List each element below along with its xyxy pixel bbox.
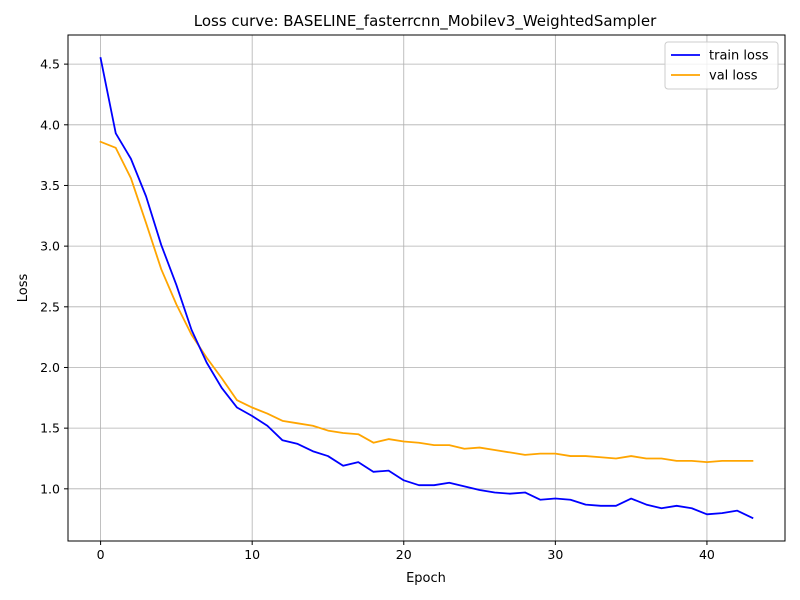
- y-tick-label: 3.0: [40, 239, 60, 254]
- x-tick-label: 10: [244, 547, 260, 562]
- x-axis-label: Epoch: [406, 571, 446, 586]
- ticks: 0 10 20 30 40 1.0 1.5 2.0 2.5 3.0 3.5 4.0 4.5: [40, 57, 715, 562]
- series-lines: [99, 56, 754, 520]
- x-tick-label: 40: [699, 547, 715, 562]
- legend-label-val-loss: val loss: [709, 69, 758, 84]
- y-tick-label: 1.5: [40, 421, 60, 436]
- legend-label-train-loss: train loss: [709, 49, 769, 64]
- legend: train loss val loss: [664, 41, 779, 90]
- plot-frame: [67, 34, 786, 542]
- y-tick-label: 3.5: [40, 178, 60, 193]
- y-tick-label: 2.0: [40, 360, 60, 375]
- y-tick-label: 4.0: [40, 117, 60, 132]
- x-tick-label: 30: [547, 547, 563, 562]
- y-tick-label: 1.0: [40, 481, 60, 496]
- chart-title: Loss curve: BASELINE_fasterrcnn_Mobilev3…: [194, 12, 657, 31]
- x-tick-label: 20: [396, 547, 412, 562]
- y-tick-label: 4.5: [40, 57, 60, 72]
- y-axis-label: Loss: [16, 274, 31, 303]
- y-tick-label: 2.5: [40, 299, 60, 314]
- series-line-val-loss: [99, 140, 754, 464]
- series-line-train-loss: [99, 56, 754, 520]
- x-tick-label: 0: [97, 547, 105, 562]
- legend-box: [664, 41, 779, 90]
